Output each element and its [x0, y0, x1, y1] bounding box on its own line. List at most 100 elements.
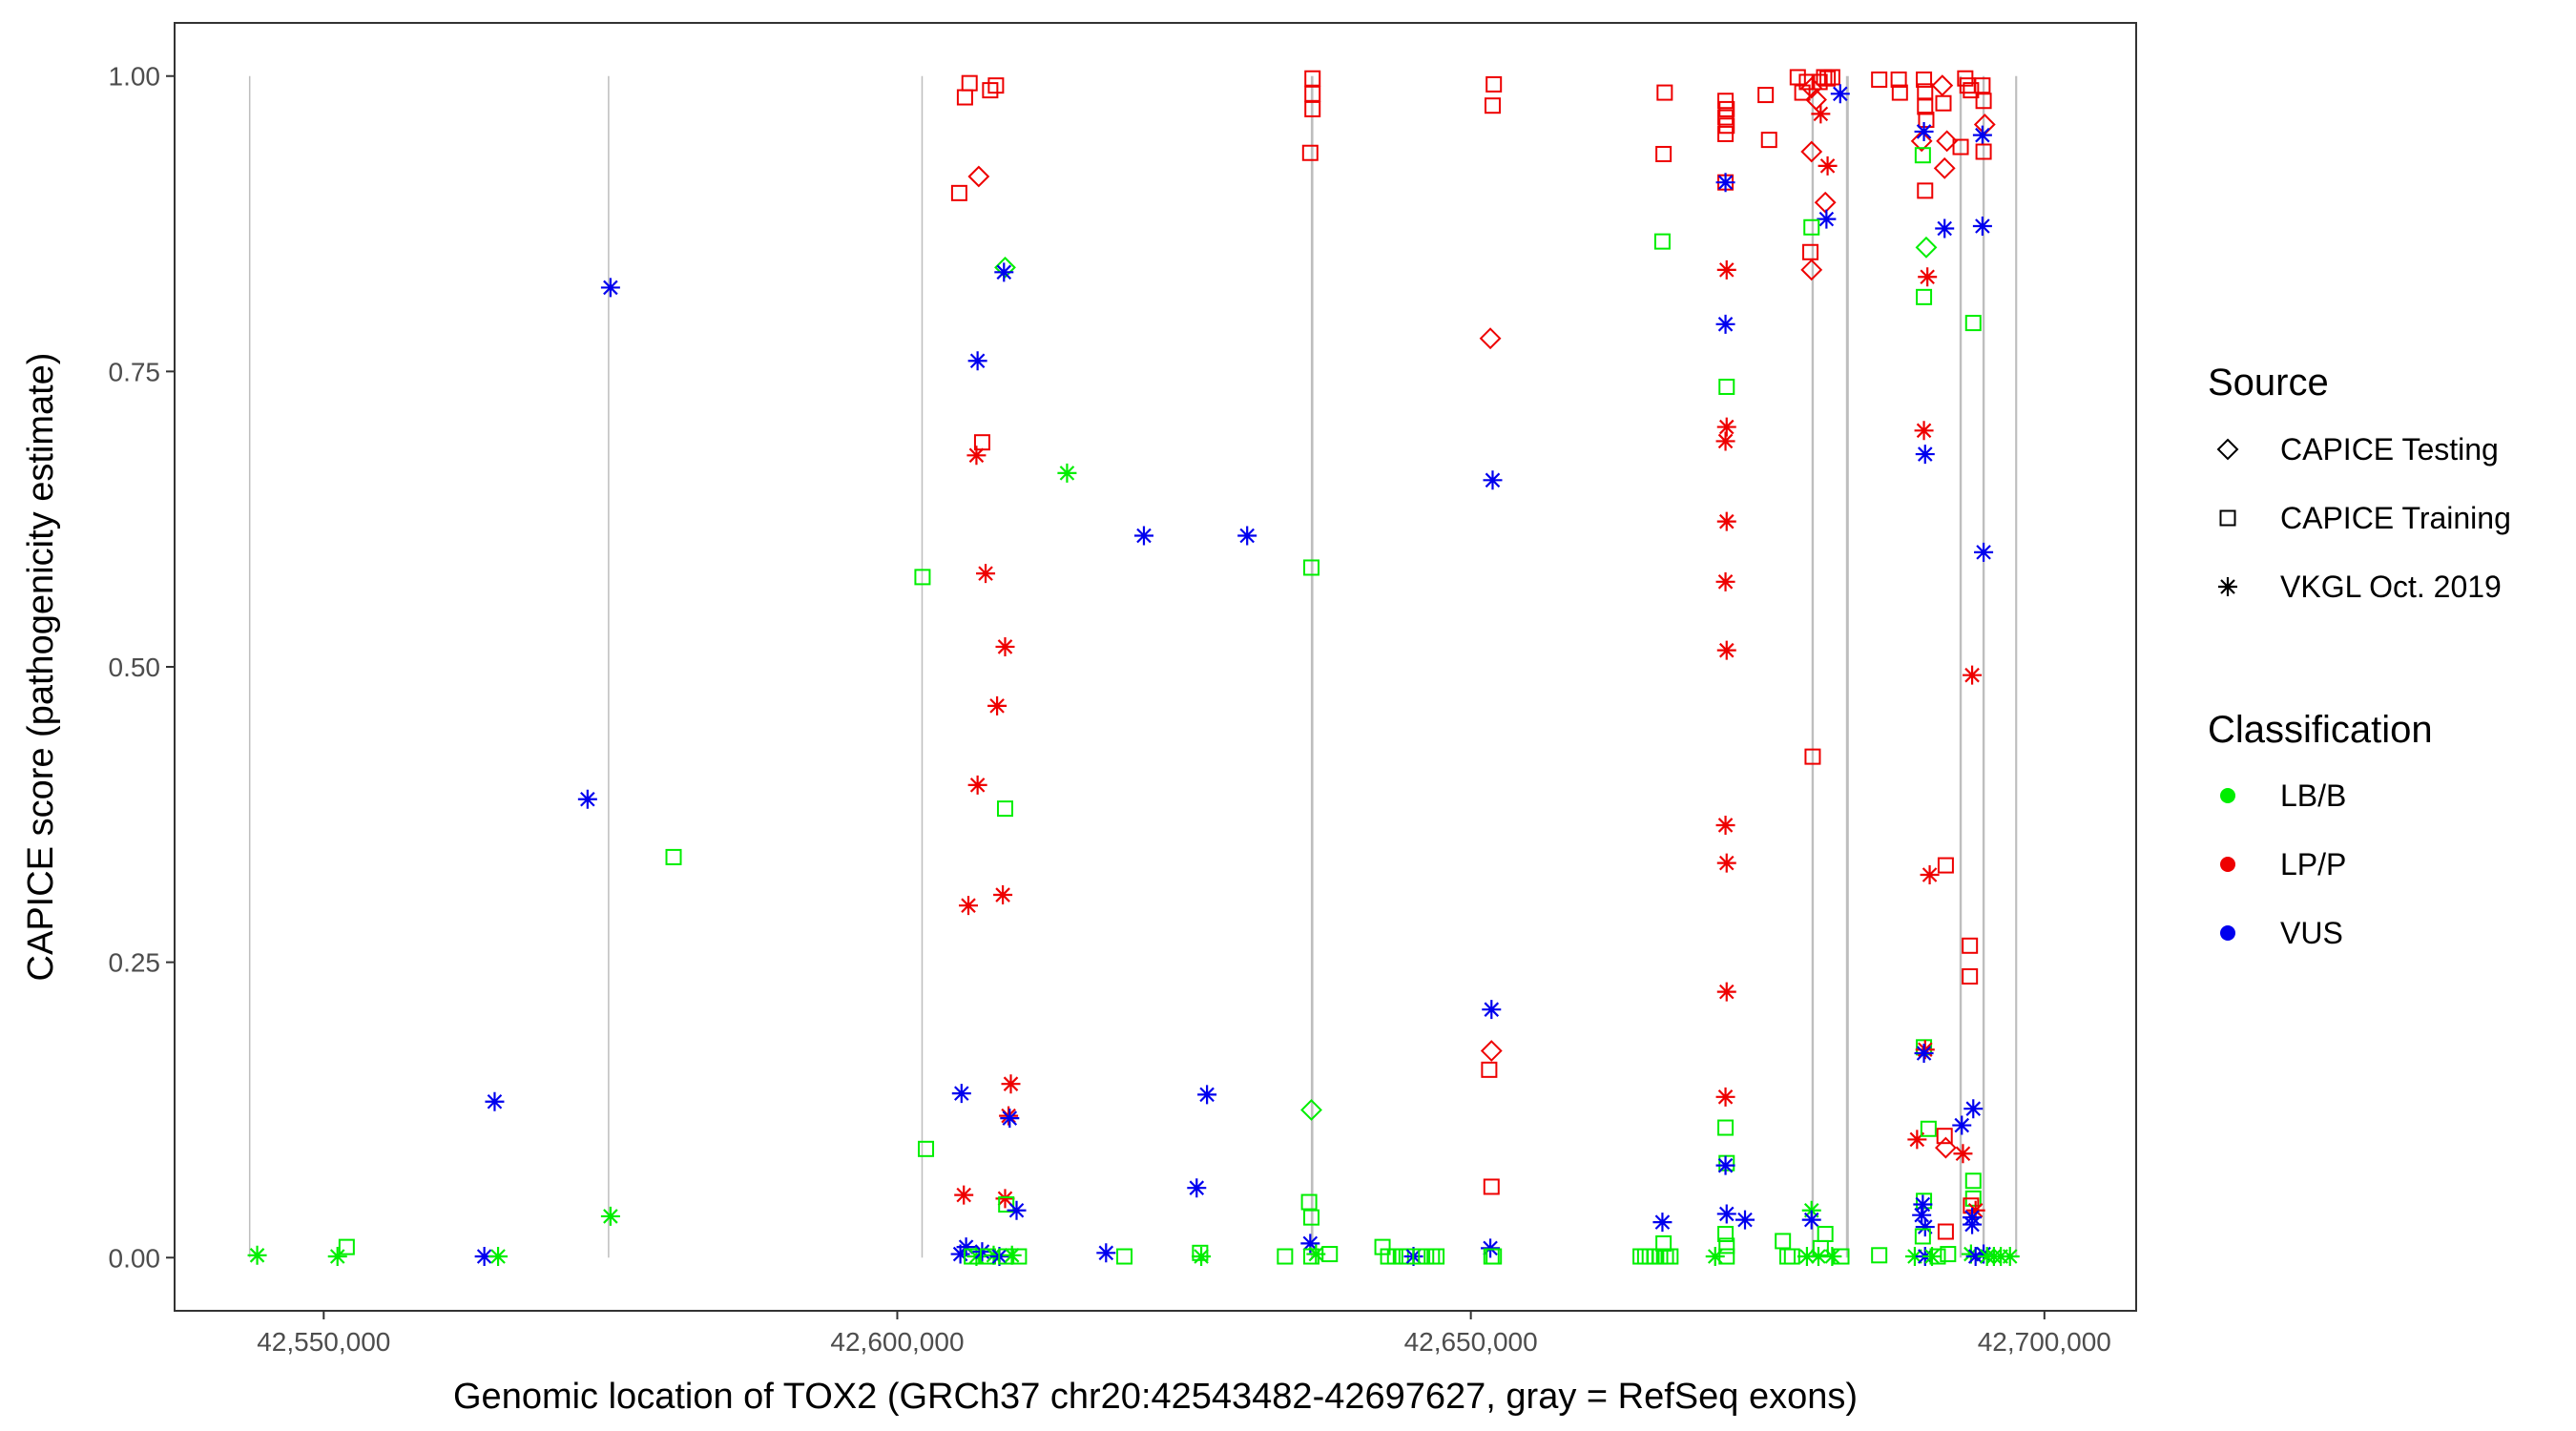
- data-point-square-17: [987, 77, 1005, 94]
- data-point-square-205: [1940, 1246, 1957, 1263]
- exon-line-8: [2015, 75, 2018, 1258]
- data-point-square-9-square: [665, 848, 682, 865]
- data-point-asterisk-230-asterisk: [1972, 217, 1992, 237]
- data-point-square-153: [1802, 243, 1819, 260]
- data-point-square-173-square: [1918, 112, 1935, 129]
- data-point-square-206-square: [1952, 138, 1969, 156]
- data-point-square-217-square: [1963, 1197, 1980, 1214]
- data-point-asterisk-29-asterisk: [967, 351, 987, 371]
- data-point-asterisk-6: [577, 789, 597, 809]
- data-point-square-187: [1920, 1120, 1937, 1137]
- data-point-asterisk-56-asterisk: [1192, 1247, 1212, 1267]
- data-point-asterisk-185: [1915, 1040, 1935, 1060]
- data-point-square-165-square: [1890, 71, 1907, 88]
- data-point-square-153-square: [1802, 243, 1819, 260]
- data-point-asterisk-182-asterisk: [1915, 445, 1935, 465]
- data-point-square-106-square: [1717, 109, 1735, 126]
- data-point-diamond-15-diamond: [967, 165, 990, 188]
- data-point-asterisk-125: [1715, 1155, 1735, 1175]
- data-point-asterisk-181-asterisk: [1914, 421, 1934, 441]
- data-point-square-14: [961, 74, 978, 92]
- data-point-square-211: [1963, 82, 1980, 99]
- data-point-asterisk-21-asterisk: [995, 636, 1015, 656]
- data-point-square-180: [1916, 288, 1933, 305]
- data-point-square-144: [1819, 70, 1837, 87]
- data-point-square-217: [1963, 1197, 1980, 1214]
- data-point-asterisk-120: [1716, 853, 1736, 873]
- data-point-asterisk-147: [1830, 84, 1850, 104]
- data-point-asterisk-115-asterisk: [1715, 431, 1735, 451]
- data-point-asterisk-168-asterisk: [1904, 1247, 1924, 1267]
- data-point-asterisk-1-asterisk: [327, 1247, 347, 1267]
- data-point-square-206: [1952, 138, 1969, 156]
- data-point-square-225-square: [1974, 77, 1991, 94]
- data-point-asterisk-25-asterisk: [959, 896, 979, 916]
- data-point-square-102-square: [1655, 145, 1672, 162]
- data-point-asterisk-8: [600, 278, 620, 298]
- data-point-asterisk-22-asterisk: [987, 695, 1008, 716]
- data-point-square-155: [1804, 748, 1821, 765]
- data-point-asterisk-179-asterisk: [1918, 267, 1938, 287]
- data-points: [247, 69, 2020, 1267]
- legend-source-key-1-square: [2219, 509, 2236, 527]
- data-point-square-58-square: [1277, 1248, 1294, 1265]
- data-point-asterisk-119: [1715, 815, 1735, 835]
- data-point-square-106: [1717, 109, 1735, 126]
- data-point-asterisk-1: [327, 1247, 347, 1267]
- data-point-asterisk-169-asterisk: [1907, 1130, 1927, 1150]
- exon-line-4: [1811, 75, 1815, 1258]
- data-point-asterisk-39-asterisk: [956, 1237, 976, 1257]
- data-point-asterisk-122: [1715, 1087, 1735, 1107]
- data-point-asterisk-49: [1057, 463, 1077, 483]
- data-point-square-173: [1918, 112, 1935, 129]
- data-point-square-172: [1917, 98, 1934, 115]
- x-axis-title: Genomic location of TOX2 (GRCh37 chr20:4…: [453, 1377, 1858, 1417]
- data-point-asterisk-56: [1192, 1247, 1212, 1267]
- data-point-square-201: [1937, 857, 1954, 874]
- data-point-square-61-square: [1304, 100, 1321, 117]
- data-point-asterisk-5: [485, 1091, 505, 1111]
- data-point-asterisk-42-asterisk: [972, 1242, 992, 1262]
- legend-source-key-1: [2219, 509, 2236, 527]
- data-point-asterisk-23: [967, 775, 987, 795]
- data-point-square-99-square: [1655, 1234, 1672, 1252]
- data-point-square-108: [1717, 125, 1735, 142]
- data-point-square-187-square: [1920, 1120, 1937, 1137]
- data-point-asterisk-119-asterisk: [1715, 815, 1735, 835]
- legend-source-label-1: CAPICE Training: [2280, 501, 2511, 535]
- data-point-asterisk-31-asterisk: [1001, 1074, 1021, 1094]
- data-point-square-192-square: [1914, 1228, 1931, 1245]
- data-point-asterisk-117-asterisk: [1715, 571, 1735, 591]
- data-point-square-167-square: [1871, 1247, 1888, 1264]
- data-point-square-9: [665, 848, 682, 865]
- legend-source-key-2: [2218, 577, 2237, 596]
- data-point-asterisk-112-asterisk: [1715, 314, 1735, 334]
- data-point-square-176: [1914, 147, 1931, 164]
- data-point-square-145-square: [1823, 69, 1840, 86]
- x-tick-label-1: 42,600,000: [830, 1327, 964, 1357]
- data-point-square-204-square: [1937, 1223, 1954, 1240]
- data-point-square-58: [1277, 1248, 1294, 1265]
- data-point-asterisk-131-asterisk: [1735, 1210, 1755, 1230]
- data-point-asterisk-221-asterisk: [1961, 1244, 1981, 1264]
- data-point-asterisk-194: [1922, 1247, 1942, 1267]
- data-point-square-145: [1823, 69, 1840, 86]
- data-point-square-102: [1655, 145, 1672, 162]
- data-point-square-2-square: [338, 1238, 355, 1255]
- data-point-square-172-square: [1917, 98, 1934, 115]
- data-point-diamond-86: [1480, 1040, 1503, 1062]
- data-point-asterisk-42: [972, 1242, 992, 1262]
- data-point-square-177: [1917, 182, 1934, 199]
- data-point-square-205-square: [1940, 1246, 1957, 1263]
- data-point-square-163-square: [1833, 1248, 1850, 1265]
- data-point-asterisk-22: [987, 695, 1008, 716]
- data-point-asterisk-120-asterisk: [1716, 853, 1736, 873]
- data-point-asterisk-131: [1735, 1210, 1755, 1230]
- legend-classification-key-2: [2220, 925, 2235, 941]
- data-point-asterisk-110-asterisk: [1715, 173, 1735, 193]
- legend-classification-label-0: LB/B: [2280, 778, 2346, 813]
- data-point-asterisk-35-asterisk: [995, 1189, 1015, 1209]
- x-tick-label-2: 42,650,000: [1404, 1327, 1538, 1357]
- data-point-square-24-square: [996, 800, 1013, 818]
